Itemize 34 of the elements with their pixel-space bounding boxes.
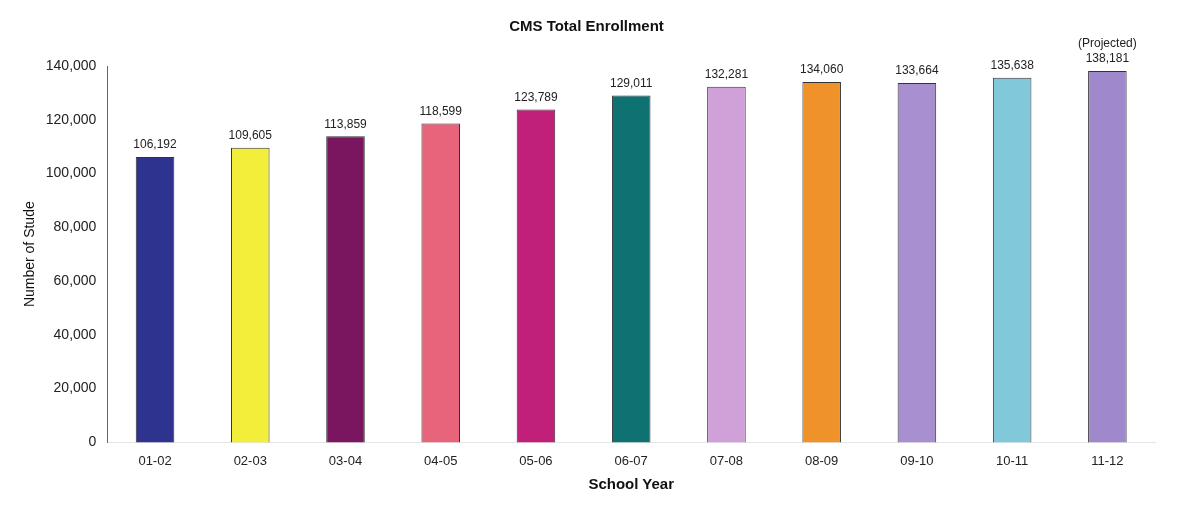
y-tick-label: 120,000: [45, 110, 97, 127]
data-label: 134,060: [799, 62, 844, 77]
data-label: 132,281: [704, 67, 749, 82]
data-label: 113,859: [324, 116, 368, 131]
y-tick-label: 0: [88, 433, 97, 450]
data-label: 106,192: [133, 137, 178, 152]
data-label: 109,605: [228, 128, 273, 143]
x-tick-label: 10-11: [996, 452, 1029, 468]
x-tick-label: 06-07: [614, 452, 648, 468]
data-label: 123,789: [514, 89, 558, 104]
chart-title: CMS Total Enrollment: [509, 17, 664, 35]
x-tick-label: 07-08: [709, 452, 744, 468]
x-axis-title: School Year: [588, 475, 675, 493]
data-label: 129,011: [609, 75, 653, 90]
y-tick-label: 100,000: [45, 164, 97, 181]
y-tick-label: 40,000: [53, 325, 97, 342]
x-tick-label: 05-06: [519, 452, 553, 468]
annotation: (Projected): [1078, 36, 1137, 51]
data-label: 118,599: [419, 103, 463, 118]
x-tick-label: 11-12: [1091, 452, 1124, 468]
x-tick-label: 04-05: [424, 452, 458, 468]
x-tick-label: 09-10: [900, 452, 934, 468]
y-axis-title: Number of Stude: [21, 201, 38, 308]
x-tick-label: 01-02: [138, 452, 172, 468]
data-label: 138,181: [1085, 51, 1130, 66]
y-tick-label: 80,000: [53, 218, 97, 235]
y-tick-label: 20,000: [53, 379, 97, 396]
x-tick-label: 03-04: [328, 452, 363, 468]
y-tick-label: 140,000: [45, 56, 97, 73]
data-label: 135,638: [990, 58, 1035, 73]
data-label: 133,664: [895, 63, 939, 78]
y-tick-label: 60,000: [53, 271, 97, 288]
x-tick-label: 08-09: [805, 452, 839, 468]
x-tick-label: 02-03: [233, 452, 267, 468]
